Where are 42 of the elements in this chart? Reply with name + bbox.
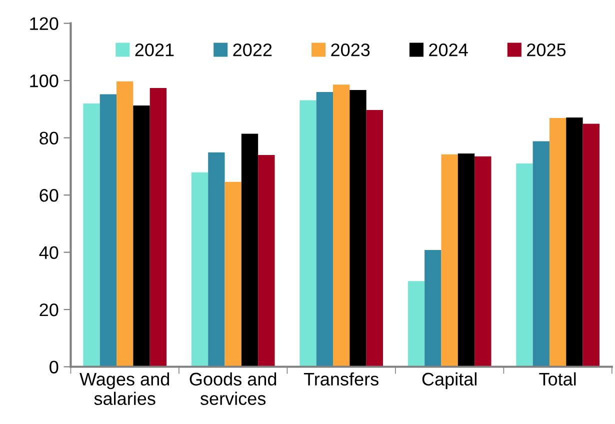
bar [566, 117, 583, 367]
bar [582, 124, 600, 367]
bar [191, 172, 208, 367]
y-tick-label: 80 [40, 132, 58, 145]
x-tick-label: Total [539, 372, 576, 386]
bar [366, 110, 383, 367]
bar [316, 92, 333, 367]
bar [474, 156, 492, 367]
y-tick-label: 60 [40, 188, 58, 202]
legend-label: 2024 [429, 43, 468, 56]
bar [258, 154, 275, 367]
bar [100, 94, 117, 367]
bar [83, 103, 100, 367]
x-tick-label: Capital [422, 372, 476, 390]
bar [208, 152, 225, 367]
legend-label: 2023 [331, 43, 370, 56]
bar [350, 90, 366, 367]
bar [516, 164, 533, 367]
bar [133, 105, 150, 367]
bar [224, 182, 242, 367]
x-tick-label: Transfers [304, 372, 378, 386]
bar [408, 281, 425, 367]
bar [150, 88, 167, 367]
y-tick-label: 20 [40, 303, 58, 316]
bar [549, 118, 566, 367]
y-tick-label: 100 [30, 74, 58, 88]
legend-label: 2022 [233, 43, 272, 56]
bar [424, 250, 442, 367]
legend-label: 2021 [135, 43, 174, 56]
bar [300, 100, 316, 367]
bar [241, 134, 258, 367]
bar [332, 84, 350, 367]
bar [441, 154, 458, 367]
bar [532, 141, 550, 367]
y-tick-label: 40 [39, 246, 58, 259]
bar [458, 154, 475, 367]
bar [116, 81, 134, 367]
y-tick-label: 0 [50, 360, 58, 374]
legend-label: 2025 [527, 43, 566, 56]
x-tick-label: Goods and services [190, 372, 276, 406]
y-tick-label: 120 [30, 17, 58, 30]
x-tick-label: Wages and salaries [80, 372, 170, 406]
